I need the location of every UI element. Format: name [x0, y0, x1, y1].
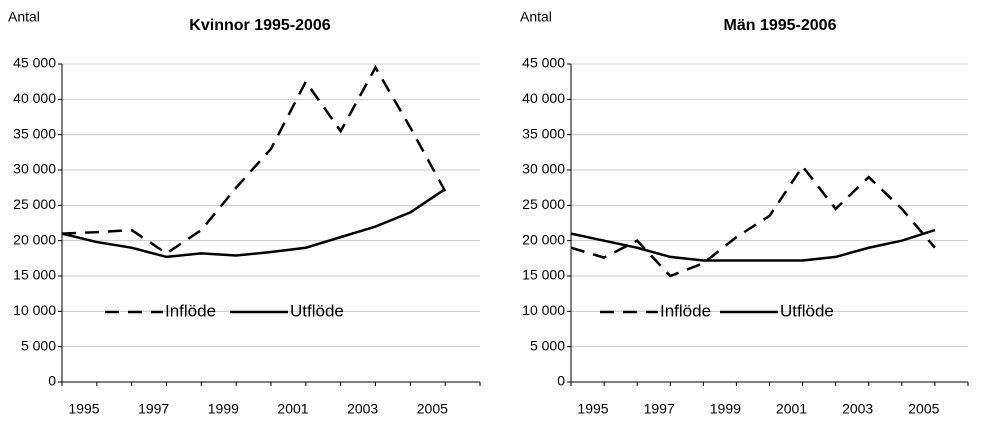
legend-label: Utflöde: [780, 301, 834, 320]
x-tick-label: 1999: [710, 401, 741, 417]
y-tick-label: 40 000: [522, 90, 565, 106]
y-axis-label: Antal: [8, 9, 40, 25]
y-tick-label: 40 000: [13, 90, 56, 106]
y-tick-label: 35 000: [13, 125, 56, 141]
x-tick-label: 1995: [577, 401, 608, 417]
y-tick-label: 35 000: [522, 125, 565, 141]
y-tick-label: 45 000: [13, 55, 56, 71]
chart-title: Kvinnor 1995-2006: [189, 17, 331, 34]
y-tick-label: 0: [557, 373, 565, 389]
x-tick-label: 1997: [138, 401, 169, 417]
legend-label: Utflöde: [290, 301, 344, 320]
y-tick-label: 5 000: [530, 337, 565, 353]
x-tick-label: 2001: [776, 401, 807, 417]
line-series: [570, 228, 936, 262]
legend-label: Inflöde: [660, 301, 711, 320]
y-tick-label: 20 000: [13, 231, 56, 247]
y-tick-label: 30 000: [13, 161, 56, 177]
y-tick-label: 20 000: [522, 231, 565, 247]
line-series: [61, 188, 446, 259]
x-tick-label: 2003: [347, 401, 378, 417]
y-tick-label: 25 000: [522, 196, 565, 212]
y-tick-label: 5 000: [21, 337, 56, 353]
y-tick-label: 25 000: [13, 196, 56, 212]
y-tick-label: 15 000: [13, 267, 56, 283]
x-tick-label: 2001: [277, 401, 308, 417]
x-tick-label: 2005: [908, 401, 939, 417]
line-series: [570, 164, 936, 278]
y-tick-label: 30 000: [522, 161, 565, 177]
y-tick-label: 45 000: [522, 55, 565, 71]
y-tick-label: 15 000: [522, 267, 565, 283]
y-tick-label: 10 000: [522, 302, 565, 318]
chart-title: Män 1995-2006: [724, 17, 837, 34]
y-tick-label: 0: [48, 373, 56, 389]
legend-label: Inflöde: [165, 301, 216, 320]
x-tick-label: 2005: [417, 401, 448, 417]
x-tick-label: 1995: [68, 401, 99, 417]
y-axis-label: Antal: [520, 9, 552, 25]
line-series: [61, 64, 447, 255]
y-tick-label: 10 000: [13, 302, 56, 318]
x-tick-label: 2003: [842, 401, 873, 417]
x-tick-label: 1999: [208, 401, 239, 417]
x-tick-label: 1997: [644, 401, 675, 417]
